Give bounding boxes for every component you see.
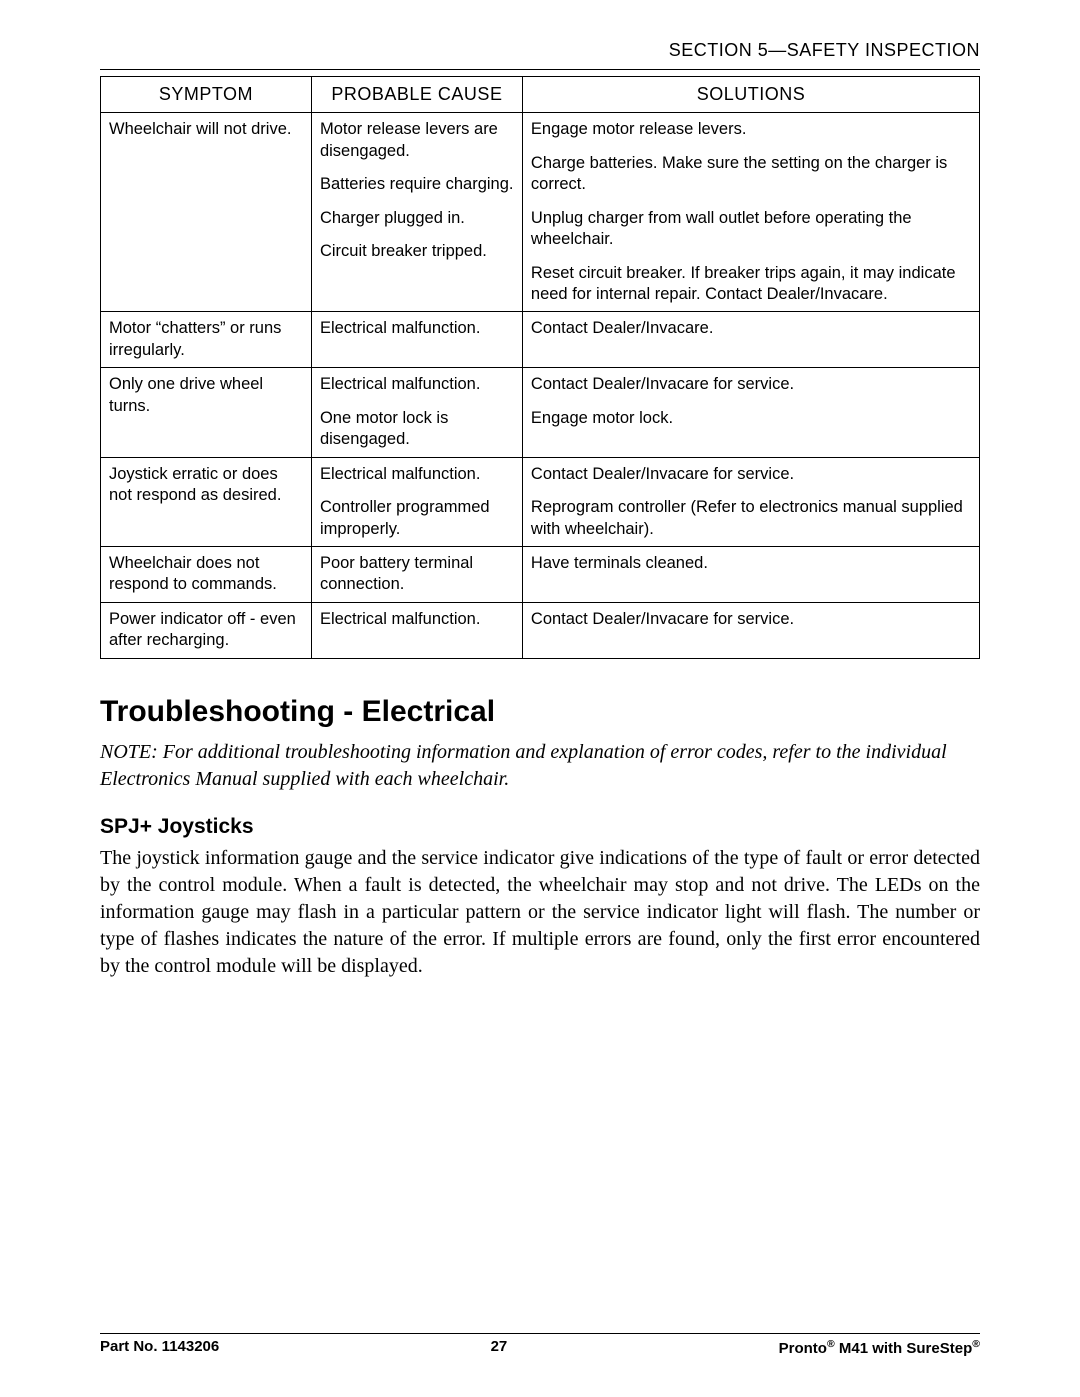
- footer-rule: [100, 1333, 980, 1334]
- table-row: Wheelchair will not drive.Motor release …: [101, 113, 980, 312]
- cell-solution: Contact Dealer/Invacare.: [522, 312, 979, 368]
- cell-solution: Have terminals cleaned.: [522, 546, 979, 602]
- cause-text: Controller programmed improperly.: [320, 497, 514, 540]
- cell-cause: Electrical malfunction. One motor lock is…: [311, 368, 522, 457]
- footer-right-mid: M41 with SureStep: [835, 1340, 973, 1357]
- page-footer: Part No. 1143206 27 Pronto® M41 with Sur…: [100, 1333, 980, 1357]
- cause-text: Batteries require charging.: [320, 174, 514, 195]
- reg-mark-icon: ®: [827, 1338, 835, 1350]
- table-row: Wheelchair does not respond to commands.…: [101, 546, 980, 602]
- cell-solution: Contact Dealer/Invacare for service. Repr…: [522, 457, 979, 546]
- cell-cause: Motor release levers are disengaged. Batt…: [311, 113, 522, 312]
- table-row: Only one drive wheel turns.Electrical ma…: [101, 368, 980, 457]
- solution-text: Engage motor release levers.: [531, 119, 971, 140]
- section-heading: Troubleshooting - Electrical: [100, 695, 980, 729]
- cell-cause: Poor battery terminal connection.: [311, 546, 522, 602]
- cell-cause: Electrical malfunction.: [311, 312, 522, 368]
- note-paragraph: NOTE: For additional troubleshooting inf…: [100, 739, 980, 793]
- footer-right: Pronto® M41 with SureStep®: [779, 1338, 980, 1357]
- cell-solution: Contact Dealer/Invacare for service. Enga…: [522, 368, 979, 457]
- cause-text: Electrical malfunction.: [320, 464, 514, 485]
- footer-right-prefix: Pronto: [779, 1340, 827, 1357]
- solution-text: Contact Dealer/Invacare for service.: [531, 464, 971, 485]
- cell-symptom: Motor “chatters” or runs irregularly.: [101, 312, 312, 368]
- cause-text: Electrical malfunction.: [320, 318, 514, 339]
- cause-text: Electrical malfunction.: [320, 374, 514, 395]
- solution-text: Have terminals cleaned.: [531, 553, 971, 574]
- footer-page-number: 27: [491, 1338, 508, 1357]
- troubleshooting-table: SYMPTOM PROBABLE CAUSE SOLUTIONS Wheelch…: [100, 76, 980, 659]
- cause-text: Motor release levers are disengaged.: [320, 119, 514, 162]
- th-symptom: SYMPTOM: [101, 77, 312, 113]
- cell-symptom: Power indicator off - even after recharg…: [101, 602, 312, 658]
- cell-cause: Electrical malfunction. Controller progra…: [311, 457, 522, 546]
- table-header-row: SYMPTOM PROBABLE CAUSE SOLUTIONS: [101, 77, 980, 113]
- cause-text: Poor battery terminal connection.: [320, 553, 514, 596]
- th-solution: SOLUTIONS: [522, 77, 979, 113]
- solution-text: Reset circuit breaker. If breaker trips …: [531, 263, 971, 306]
- solution-text: Unplug charger from wall outlet before o…: [531, 208, 971, 251]
- subheading: SPJ+ Joysticks: [100, 815, 980, 839]
- reg-mark-icon: ®: [972, 1338, 980, 1350]
- header-rule: [100, 69, 980, 70]
- table-row: Joystick erratic or does not respond as …: [101, 457, 980, 546]
- cause-text: Charger plugged in.: [320, 208, 514, 229]
- cause-text: Electrical malfunction.: [320, 609, 514, 630]
- solution-text: Reprogram controller (Refer to electroni…: [531, 497, 971, 540]
- solution-text: Contact Dealer/Invacare for service.: [531, 609, 971, 630]
- solution-text: Contact Dealer/Invacare for service.: [531, 374, 971, 395]
- th-cause: PROBABLE CAUSE: [311, 77, 522, 113]
- section-header: SECTION 5—SAFETY INSPECTION: [100, 40, 980, 61]
- solution-text: Contact Dealer/Invacare.: [531, 318, 971, 339]
- body-paragraph: The joystick information gauge and the s…: [100, 845, 980, 980]
- solution-text: Engage motor lock.: [531, 408, 971, 429]
- cell-symptom: Only one drive wheel turns.: [101, 368, 312, 457]
- cell-symptom: Joystick erratic or does not respond as …: [101, 457, 312, 546]
- cell-solution: Contact Dealer/Invacare for service.: [522, 602, 979, 658]
- cell-symptom: Wheelchair will not drive.: [101, 113, 312, 312]
- cell-cause: Electrical malfunction.: [311, 602, 522, 658]
- cause-text: Circuit breaker tripped.: [320, 241, 514, 262]
- solution-text: Charge batteries. Make sure the setting …: [531, 153, 971, 196]
- cell-symptom: Wheelchair does not respond to commands.: [101, 546, 312, 602]
- table-row: Power indicator off - even after recharg…: [101, 602, 980, 658]
- cause-text: One motor lock is disengaged.: [320, 408, 514, 451]
- table-row: Motor “chatters” or runs irregularly. Ele…: [101, 312, 980, 368]
- footer-left: Part No. 1143206: [100, 1338, 219, 1357]
- cell-solution: Engage motor release levers. Charge batte…: [522, 113, 979, 312]
